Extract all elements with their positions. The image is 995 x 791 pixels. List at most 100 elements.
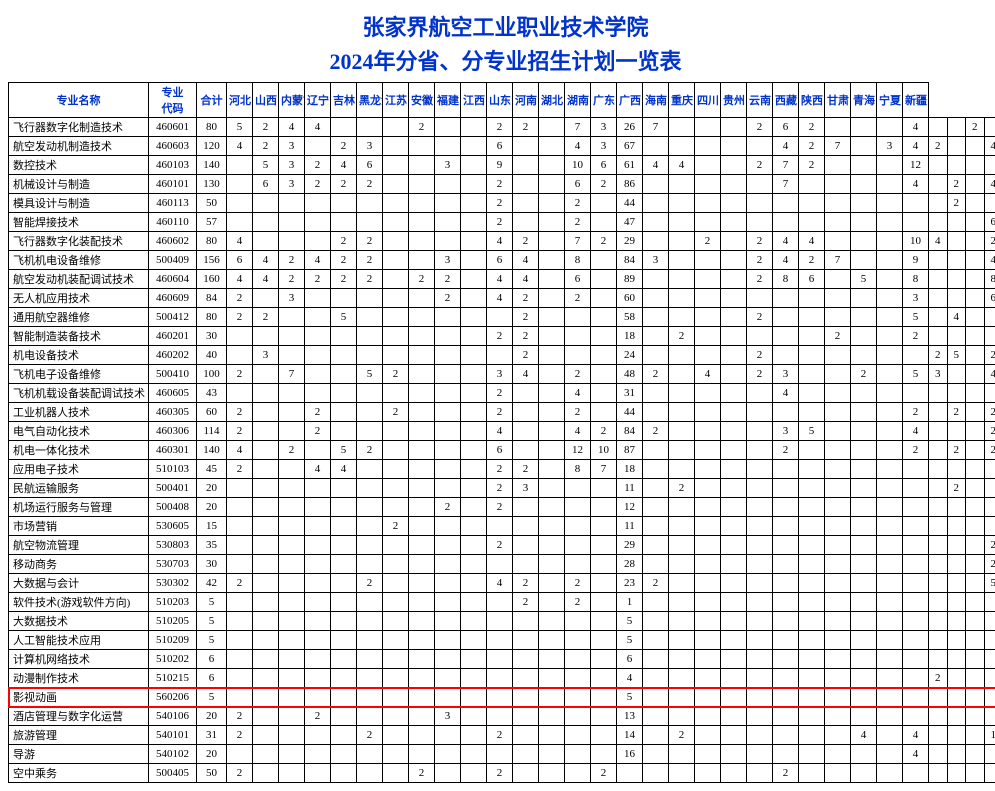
cell-v-17: [669, 612, 695, 631]
cell-v-9: [461, 194, 487, 213]
cell-v-4: [331, 707, 357, 726]
cell-total: 130: [197, 175, 227, 194]
cell-v-30: 4: [984, 365, 995, 384]
cell-total: 45: [197, 460, 227, 479]
cell-v-12: [539, 365, 565, 384]
table-row: 智能焊接技术4601105722476: [9, 213, 995, 232]
cell-v-15: 5: [617, 612, 643, 631]
cell-v-10: [487, 517, 513, 536]
cell-v-2: 3: [279, 137, 305, 156]
cell-v-4: [331, 384, 357, 403]
cell-v-14: [591, 517, 617, 536]
cell-v-13: 8: [565, 460, 591, 479]
cell-v-7: [409, 232, 435, 251]
cell-name: 模具设计与制造: [9, 194, 149, 213]
cell-v-17: [669, 441, 695, 460]
cell-v-18: [695, 289, 721, 308]
cell-v-13: 4: [565, 137, 591, 156]
cell-v-19: [721, 669, 747, 688]
cell-v-29: [966, 384, 985, 403]
cell-v-22: [799, 403, 825, 422]
cell-v-26: 4: [903, 118, 929, 137]
cell-v-13: [565, 745, 591, 764]
cell-code: 560206: [149, 688, 197, 707]
table-row: 动漫制作技术510215642: [9, 669, 995, 688]
cell-v-26: [903, 498, 929, 517]
cell-v-26: 2: [903, 441, 929, 460]
cell-v-17: 2: [669, 726, 695, 745]
cell-v-27: [929, 460, 948, 479]
cell-v-20: 2: [747, 251, 773, 270]
cell-v-22: [799, 289, 825, 308]
cell-v-29: [966, 346, 985, 365]
cell-name: 航空发动机装配调试技术: [9, 270, 149, 289]
cell-v-30: [984, 460, 995, 479]
cell-v-8: [435, 403, 461, 422]
cell-v-26: 8: [903, 270, 929, 289]
cell-v-8: [435, 536, 461, 555]
cell-v-17: 2: [669, 479, 695, 498]
cell-v-30: 2: [984, 232, 995, 251]
cell-v-30: 2: [984, 403, 995, 422]
cell-v-27: [929, 384, 948, 403]
cell-v-19: [721, 536, 747, 555]
cell-v-24: [851, 669, 877, 688]
cell-v-25: [877, 365, 903, 384]
cell-v-26: 4: [903, 726, 929, 745]
cell-v-12: [539, 403, 565, 422]
cell-v-11: 3: [513, 479, 539, 498]
cell-v-26: [903, 574, 929, 593]
cell-v-17: [669, 175, 695, 194]
cell-v-7: [409, 422, 435, 441]
cell-v-29: [966, 365, 985, 384]
cell-v-6: [383, 422, 409, 441]
cell-v-28: [947, 726, 966, 745]
cell-v-4: [331, 555, 357, 574]
cell-v-8: [435, 384, 461, 403]
cell-v-8: [435, 365, 461, 384]
cell-v-18: [695, 346, 721, 365]
cell-v-15: 14: [617, 726, 643, 745]
cell-total: 6: [197, 650, 227, 669]
cell-v-8: 2: [435, 289, 461, 308]
cell-v-10: [487, 707, 513, 726]
cell-v-2: 3: [279, 175, 305, 194]
cell-v-22: [799, 593, 825, 612]
cell-v-20: [747, 498, 773, 517]
cell-v-19: [721, 270, 747, 289]
cell-v-21: [773, 213, 799, 232]
cell-v-20: 2: [747, 365, 773, 384]
cell-v-1: [253, 707, 279, 726]
cell-v-20: [747, 650, 773, 669]
cell-v-0: 2: [227, 574, 253, 593]
cell-v-25: [877, 536, 903, 555]
cell-v-5: [357, 422, 383, 441]
cell-v-25: [877, 441, 903, 460]
cell-v-5: [357, 669, 383, 688]
cell-v-18: [695, 593, 721, 612]
col-prov-15: 广西: [617, 83, 643, 118]
cell-v-18: [695, 422, 721, 441]
col-prov-9: 江西: [461, 83, 487, 118]
cell-v-7: [409, 441, 435, 460]
cell-v-21: [773, 346, 799, 365]
cell-v-13: 2: [565, 194, 591, 213]
cell-v-14: [591, 194, 617, 213]
cell-v-14: 2: [591, 764, 617, 783]
cell-v-8: [435, 232, 461, 251]
cell-v-17: [669, 764, 695, 783]
cell-v-17: [669, 422, 695, 441]
cell-v-25: [877, 593, 903, 612]
cell-v-30: [984, 479, 995, 498]
cell-v-4: [331, 213, 357, 232]
cell-v-13: 2: [565, 365, 591, 384]
cell-v-29: [966, 498, 985, 517]
cell-v-17: [669, 118, 695, 137]
cell-v-3: [305, 384, 331, 403]
table-row: 软件技术(游戏软件方向)5102035221: [9, 593, 995, 612]
cell-name: 机场运行服务与管理: [9, 498, 149, 517]
cell-v-8: [435, 688, 461, 707]
cell-v-21: [773, 574, 799, 593]
cell-v-3: [305, 517, 331, 536]
cell-v-4: [331, 365, 357, 384]
